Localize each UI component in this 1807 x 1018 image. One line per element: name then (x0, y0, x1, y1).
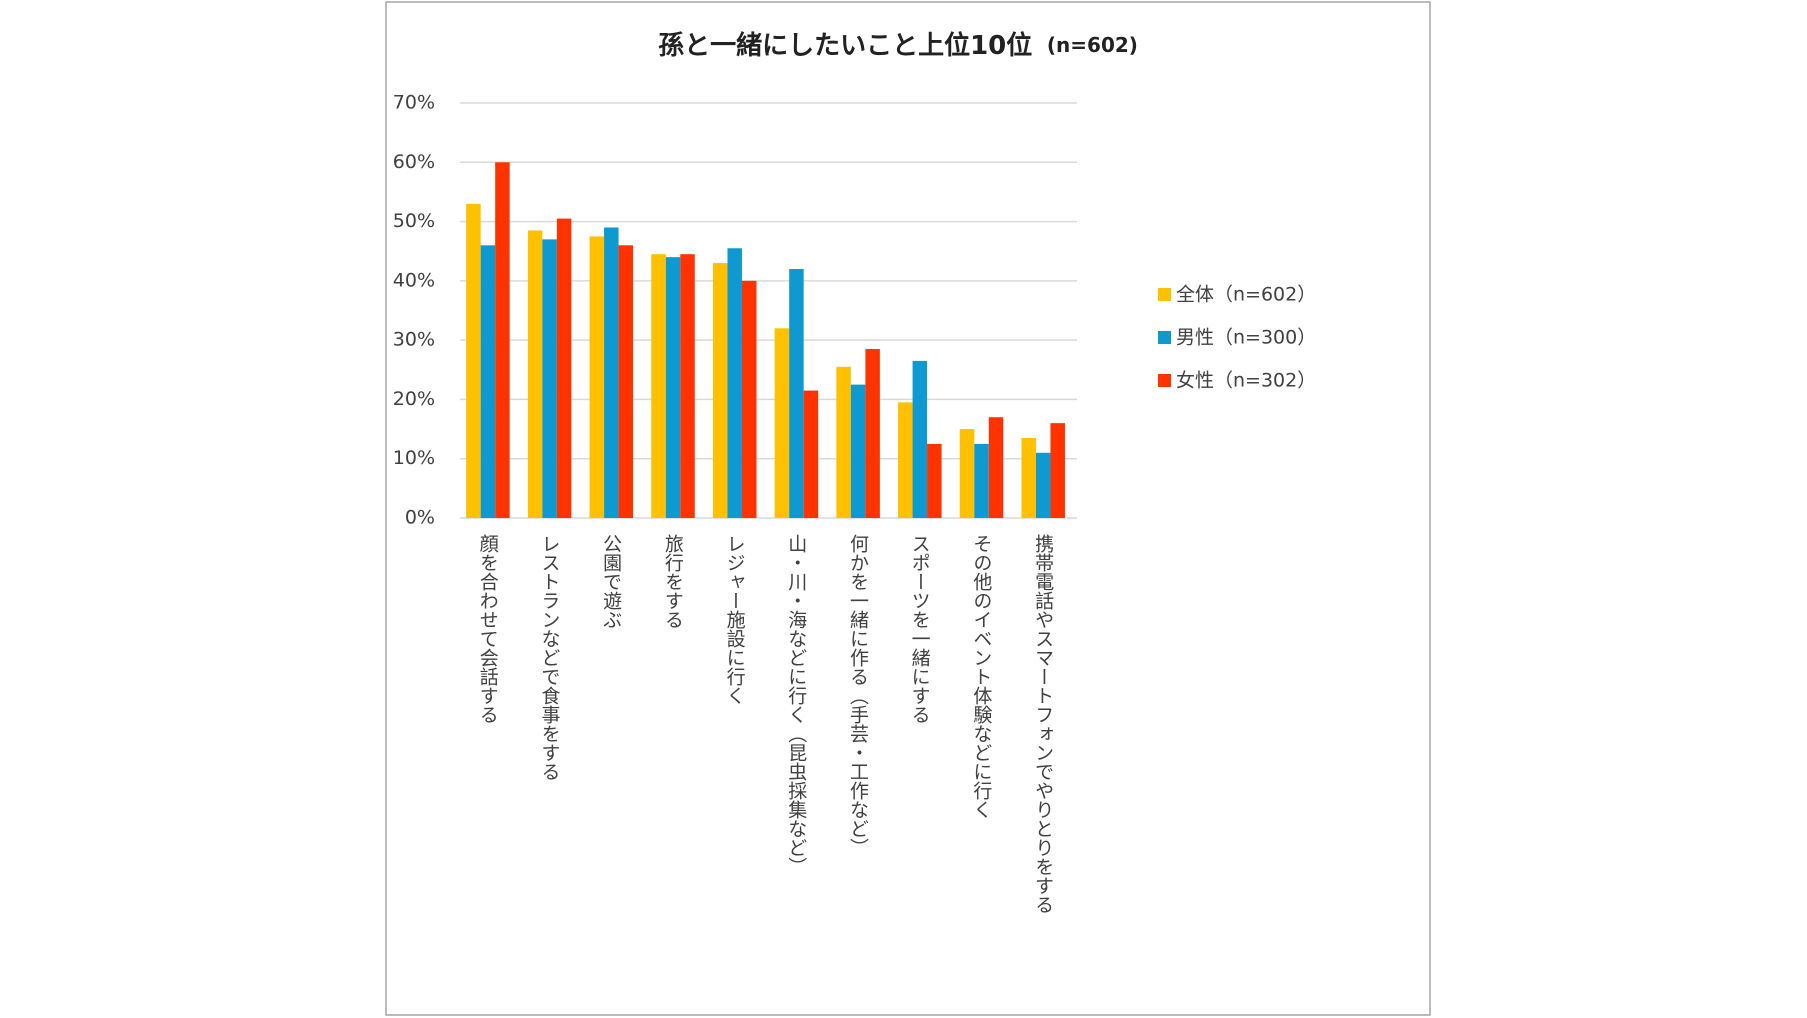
x-tick-label: その他のイベント体験などに行く (970, 534, 992, 819)
bar (527, 230, 543, 518)
chart-title: 孫と一緒にしたいこと上位10位 (n=602) (658, 30, 1138, 61)
x-tick-label: レジャー施設に行く (724, 534, 746, 705)
x-tick-label: スポーツを一緒にする (909, 534, 931, 724)
bar (850, 384, 866, 518)
bar (959, 429, 975, 518)
y-tick-label: 60% (393, 151, 435, 173)
x-tick-label: レストランなどで食事をする (538, 534, 560, 781)
bar (665, 257, 681, 518)
bar (556, 218, 572, 518)
bar (865, 349, 880, 518)
legend-label: 全体（n=602） (1176, 284, 1316, 306)
bar (480, 245, 496, 519)
bar (495, 162, 510, 519)
legend-swatch (1158, 374, 1171, 387)
bar (1050, 423, 1065, 518)
y-tick-label: 50% (393, 210, 435, 232)
bar (727, 248, 742, 518)
y-tick-label: 10% (393, 447, 435, 469)
x-tick-label: 何かを一緒に作る（手芸・工作など） (847, 534, 869, 857)
bar (712, 263, 728, 518)
y-tick-label: 40% (393, 269, 435, 291)
x-tick-label: 顔を合わせて会話する (477, 534, 499, 724)
legend-label: 男性（n=300） (1176, 327, 1316, 349)
bar (803, 390, 819, 518)
y-tick-label: 70% (393, 92, 435, 114)
bar (651, 254, 666, 518)
bar (604, 227, 619, 518)
bar (1035, 452, 1051, 518)
bar (618, 245, 634, 519)
y-tick-label: 30% (393, 329, 435, 351)
y-tick-label: 20% (393, 388, 435, 410)
title: 孫と一緒にしたいこと上位10位 (658, 30, 1032, 61)
legend-label: 女性（n=302） (1176, 370, 1316, 392)
bar (836, 366, 851, 518)
bar (774, 328, 790, 518)
bar (542, 239, 557, 518)
bar (1021, 437, 1036, 518)
bar (589, 236, 605, 518)
bar (927, 443, 942, 518)
bar (974, 443, 989, 518)
legend-swatch (1158, 288, 1171, 301)
bar (988, 417, 1004, 518)
x-tick-label: 公園で遊ぶ (600, 534, 622, 629)
subtitle: (n=602) (1047, 33, 1138, 57)
bar (898, 402, 913, 518)
y-tick-label: 0% (405, 507, 435, 529)
legend-swatch (1158, 331, 1171, 344)
x-tick-label: 携帯電話やスマートフォンでやりとりをする (1032, 534, 1054, 914)
bar (680, 254, 695, 518)
x-tick-label: 山・川・海などに行く（昆虫採集など） (785, 534, 807, 876)
bar (466, 203, 481, 519)
bar (912, 360, 928, 518)
x-tick-label: 旅行をする (662, 534, 684, 629)
bar (741, 280, 757, 518)
bar (789, 269, 804, 518)
